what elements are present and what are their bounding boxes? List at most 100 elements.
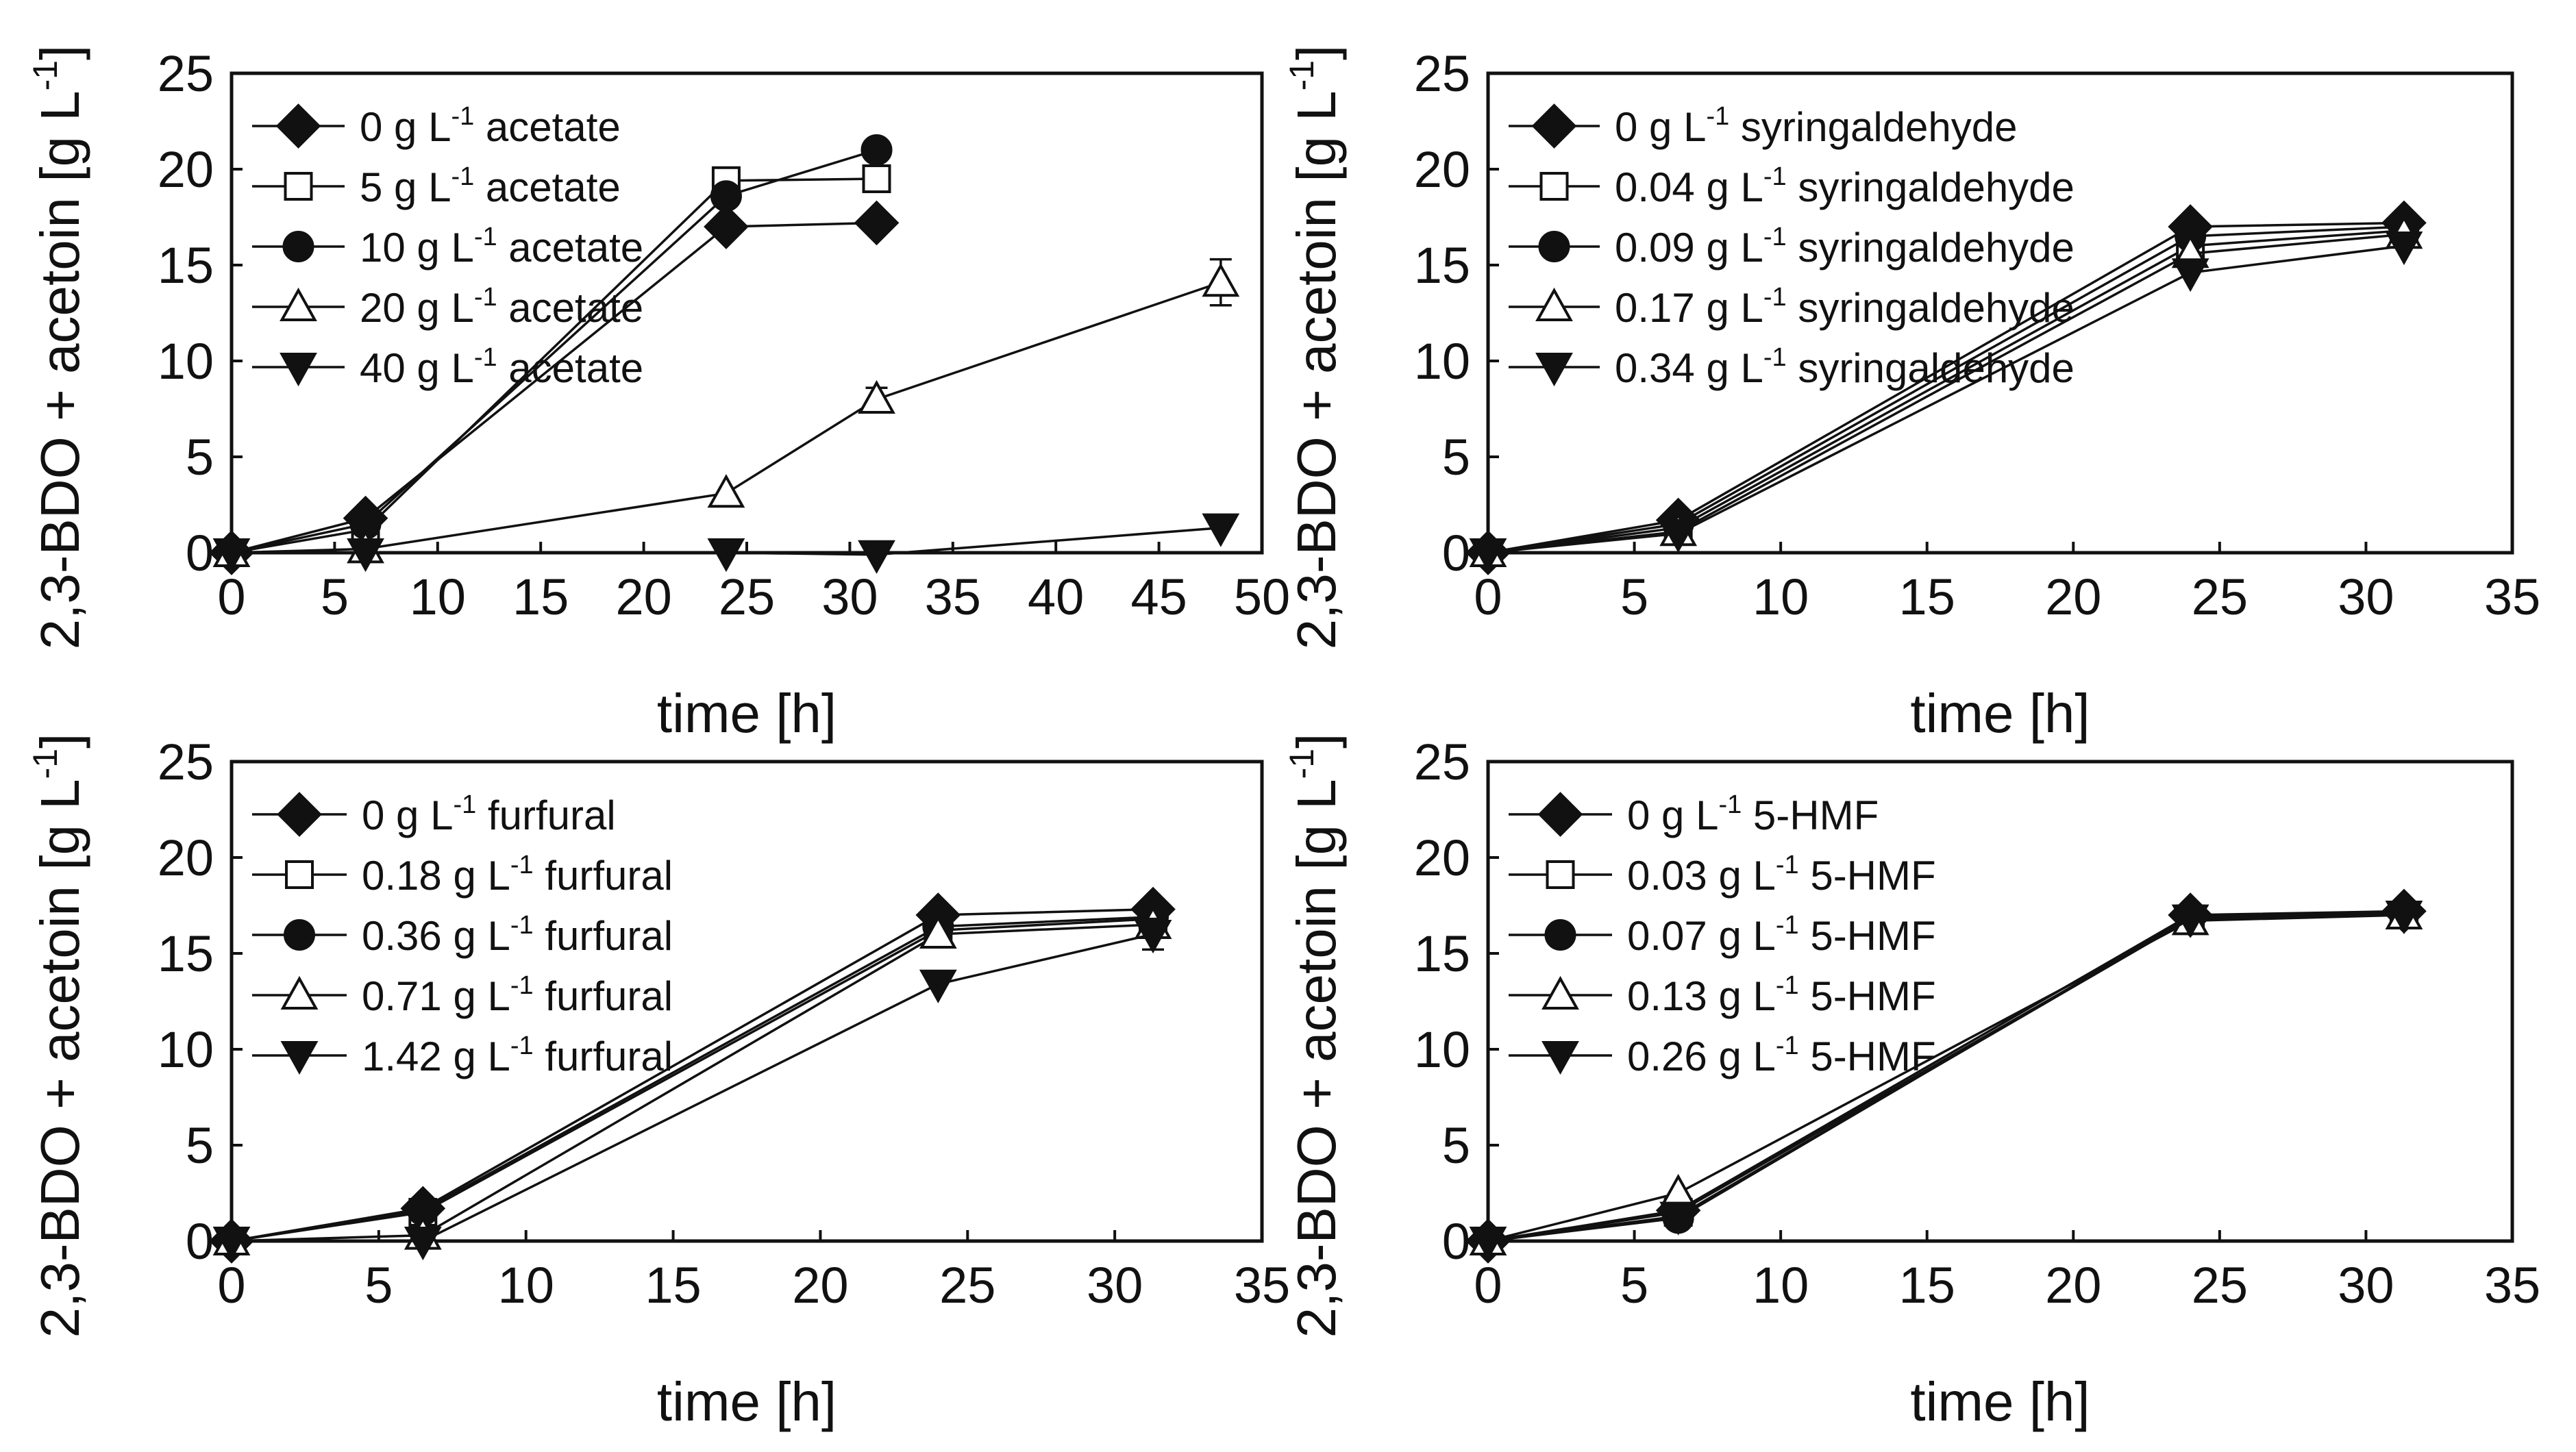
legend-label-superscript: -1 (451, 162, 474, 191)
legend-label: 0.03 g L-1 5-HMF (1627, 851, 1936, 899)
legend-label-compound: syringaldehyde (1787, 285, 2075, 331)
legend-label-main: 0.03 g L (1627, 853, 1776, 899)
legend-label-superscript: -1 (453, 790, 476, 819)
chart-5-hmf: 0 5 10 15 20 25 30 35 0 5 10 15 20 25 time [h] 2,3-BDO … (1283, 734, 2540, 1432)
legend-label-compound: 5-HMF (1799, 853, 1936, 899)
y-tick-label: 5 (186, 1117, 214, 1174)
legend-label-superscript: -1 (1718, 790, 1742, 819)
legend-marker (1531, 103, 1577, 149)
data-point (862, 164, 891, 193)
x-tick-label: 10 (1753, 1257, 1809, 1314)
x-tick-label: 15 (512, 568, 569, 625)
data-point (212, 1227, 251, 1261)
legend-label-superscript: -1 (1763, 223, 1787, 251)
data-point (919, 969, 957, 1003)
x-tick-label: 25 (719, 568, 775, 625)
x-tick-label: 0 (1474, 568, 1502, 625)
y-tick-label: 10 (158, 1021, 214, 1078)
data-point (2385, 231, 2423, 266)
legend-label: 0.36 g L-1 furfural (362, 911, 673, 959)
legend-label-main: 0 g L (1627, 792, 1718, 838)
series-line (231, 177, 877, 554)
x-tick-label: 0 (1474, 1257, 1502, 1314)
y-axis-title: 2,3-BDO + acetoin [g L-1] (26, 734, 90, 1338)
plot-frame (230, 760, 1264, 1243)
legend-label-main: 1.42 g L (362, 1034, 510, 1079)
legend-label-compound: furfural (534, 973, 673, 1019)
legend-label-superscript: -1 (510, 1031, 534, 1060)
series-4 (1469, 901, 2423, 1261)
chart-syringaldehyde: 0 5 10 15 20 25 30 35 0 5 10 15 20 25 time [h] 2,3-BDO … (1283, 45, 2540, 744)
legend-label-main: 0.71 g L (362, 973, 510, 1019)
x-tick-label: 30 (2338, 1257, 2394, 1314)
legend-label-main: 0 g L (360, 104, 451, 150)
y-tick-label: 10 (158, 333, 214, 390)
data-point (858, 540, 895, 574)
data-point (2171, 904, 2209, 938)
y-tick-label: 5 (1442, 429, 1470, 486)
y-tick-label: 20 (1414, 141, 1470, 198)
legend-label-compound: 5-HMF (1799, 913, 1936, 959)
x-tick-label: 35 (2484, 1257, 2540, 1314)
series-line (231, 149, 878, 554)
legend-label-superscript: -1 (1706, 102, 1729, 131)
series-4 (212, 513, 1240, 574)
data-point (1659, 519, 1698, 553)
legend-label-compound: furfural (534, 1034, 673, 1079)
legend-label: 0.09 g L-1 syringaldehyde (1615, 223, 2075, 271)
legend-label-superscript: -1 (1763, 162, 1787, 191)
legend-label-main: 40 g L (360, 345, 474, 391)
x-tick-label: 50 (1234, 568, 1290, 625)
y-axis-title-superscript: -1 (1283, 749, 1321, 779)
data-point (1202, 513, 1240, 547)
legend-label: 0.18 g L-1 furfural (362, 851, 673, 899)
y-tick-label: 0 (1442, 1213, 1470, 1270)
legend-label-compound: syringaldehyde (1787, 225, 2075, 271)
legend-label: 0.13 g L-1 5-HMF (1627, 971, 1936, 1019)
legend-label-superscript: -1 (1776, 971, 1799, 1000)
legend-label-superscript: -1 (1776, 911, 1799, 940)
y-tick-label: 0 (186, 1213, 214, 1270)
data-point (710, 180, 742, 212)
x-tick-label: 30 (1087, 1257, 1143, 1314)
data-point (212, 538, 251, 573)
series-line (1487, 914, 2404, 1242)
data-point (860, 134, 893, 166)
legend-marker (1546, 860, 1575, 889)
legend-marker (277, 792, 322, 837)
legend-marker (280, 287, 317, 321)
data-point (2171, 258, 2209, 292)
chart-furfural: 0 5 10 15 20 25 30 35 0 5 10 15 20 25 time [h] 2,3-BDO … (26, 734, 1290, 1432)
y-tick-label: 15 (1414, 237, 1470, 294)
data-point (919, 914, 957, 949)
legend-marker (280, 1041, 319, 1075)
data-point (854, 200, 900, 246)
legend-label-main: 0.07 g L (1627, 913, 1776, 959)
y-tick-label: 20 (1414, 829, 1470, 886)
legend-marker (1541, 975, 1579, 1010)
x-tick-label: 45 (1130, 568, 1187, 625)
legend-marker (285, 860, 314, 889)
legend-label: 40 g L-1 acetate (360, 343, 643, 391)
data-point (1202, 263, 1240, 297)
y-axis-title-bracket: ] (1286, 734, 1347, 749)
y-tick-label: 10 (1414, 333, 1470, 390)
x-tick-label: 40 (1028, 568, 1084, 625)
legend-label: 0.26 g L-1 5-HMF (1627, 1031, 1936, 1079)
series-line (1487, 225, 2405, 554)
legend-marker (1539, 172, 1569, 201)
legend-marker (280, 975, 319, 1010)
y-tick-label: 25 (1414, 734, 1470, 790)
legend-label-main: 5 g L (360, 164, 451, 210)
x-tick-label: 35 (925, 568, 981, 625)
legend-label-main: 0 g L (362, 792, 453, 838)
legend-marker (1538, 231, 1570, 262)
legend-label-compound: furfural (534, 853, 673, 899)
plot-frame (1486, 71, 2514, 555)
y-tick-label: 20 (158, 141, 214, 198)
data-point (2385, 901, 2423, 935)
legend-label: 1.42 g L-1 furfural (362, 1031, 673, 1079)
data-point (707, 474, 745, 508)
legend-label-main: 0.26 g L (1627, 1034, 1776, 1079)
x-tick-label: 5 (1620, 1257, 1648, 1314)
